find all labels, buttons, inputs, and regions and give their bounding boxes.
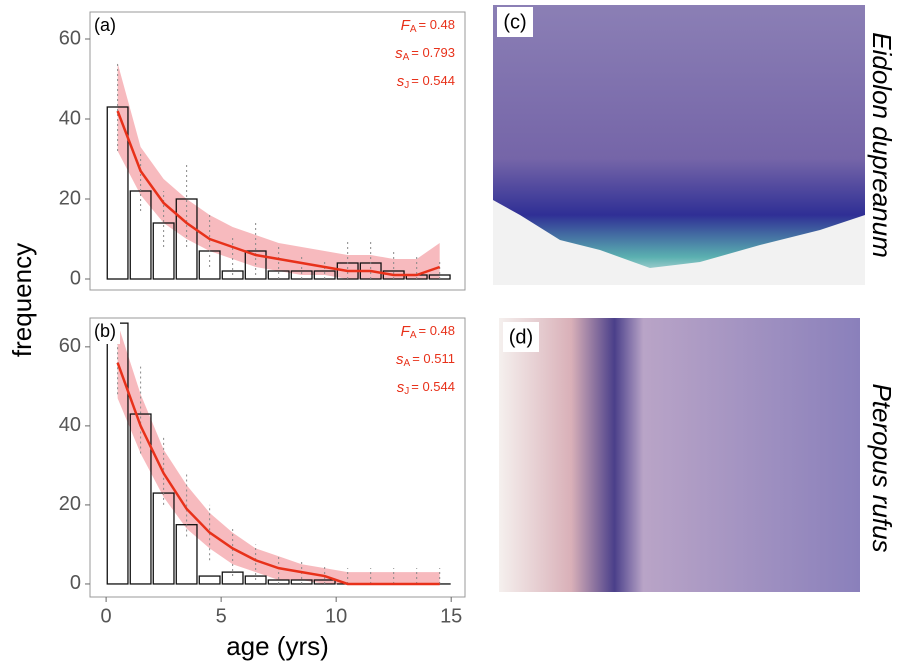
annotation: sJ = 0.544 [397, 73, 455, 91]
annotation: FA = 0.48 [401, 17, 455, 35]
bar [221, 571, 244, 585]
annotation-symbol: s [397, 73, 405, 90]
panel-label: (d) [509, 326, 533, 348]
photo-background [493, 200, 865, 285]
x-tick-label: 10 [325, 605, 347, 627]
y-axis-label: frequency [7, 243, 37, 357]
label-box [503, 322, 539, 352]
bar [129, 413, 152, 585]
panel-label: (c) [503, 11, 526, 33]
annotation-subscript: J [404, 80, 409, 91]
annotation-symbol: F [401, 17, 411, 34]
bar [244, 250, 267, 280]
annotation: sJ = 0.544 [397, 379, 455, 397]
confidence-band [117, 63, 440, 279]
fit-line [116, 362, 440, 586]
annotation-subscript: A [410, 330, 417, 341]
annotation-subscript: A [404, 358, 411, 369]
y-tick-label: 20 [59, 187, 81, 209]
confidence-band [117, 323, 440, 584]
y-tick-label: 40 [59, 414, 81, 436]
panel-label: (a) [94, 15, 116, 35]
x-tick-label: 0 [101, 605, 112, 627]
bar [198, 575, 221, 585]
label-box [92, 320, 120, 344]
annotation-text: = 0.48 [418, 17, 455, 32]
photo [499, 318, 860, 592]
annotation-text: = 0.544 [411, 73, 455, 88]
x-axis-label: age (yrs) [226, 631, 329, 661]
annotation-symbol: s [397, 379, 405, 396]
bar [221, 270, 244, 280]
panel-label: (b) [94, 321, 116, 341]
y-tick-label: 60 [59, 27, 81, 49]
annotation: FA = 0.48 [401, 323, 455, 341]
bar [244, 575, 267, 585]
annotation: sA = 0.793 [395, 45, 455, 63]
label-box [92, 14, 120, 38]
fit-line [116, 110, 441, 277]
species-label: Pteropus rufus [867, 383, 897, 552]
annotation-text: = 0.511 [412, 351, 455, 366]
annotation-text: = 0.48 [418, 323, 455, 338]
y-tick-label: 40 [59, 107, 81, 129]
x-tick-label: 15 [440, 605, 462, 627]
annotation-subscript: J [404, 386, 409, 397]
y-tick-label: 20 [59, 493, 81, 515]
y-tick-label: 0 [70, 572, 81, 594]
y-tick-label: 0 [70, 267, 81, 289]
bar [175, 198, 198, 280]
annotation: sA = 0.511 [396, 351, 455, 369]
bar [152, 222, 175, 280]
annotation-text: = 0.793 [411, 45, 455, 60]
species-label: Eidolon dupreanum [867, 32, 897, 258]
label-box [497, 7, 533, 37]
annotation-subscript: A [403, 52, 410, 63]
x-tick-label: 5 [216, 605, 227, 627]
bar [106, 106, 129, 280]
annotation-symbol: s [395, 45, 403, 62]
annotation-symbol: F [401, 323, 411, 340]
annotation-text: = 0.544 [411, 379, 455, 394]
annotation-symbol: s [396, 351, 404, 368]
annotation-subscript: A [410, 24, 417, 35]
y-tick-label: 60 [59, 335, 81, 357]
